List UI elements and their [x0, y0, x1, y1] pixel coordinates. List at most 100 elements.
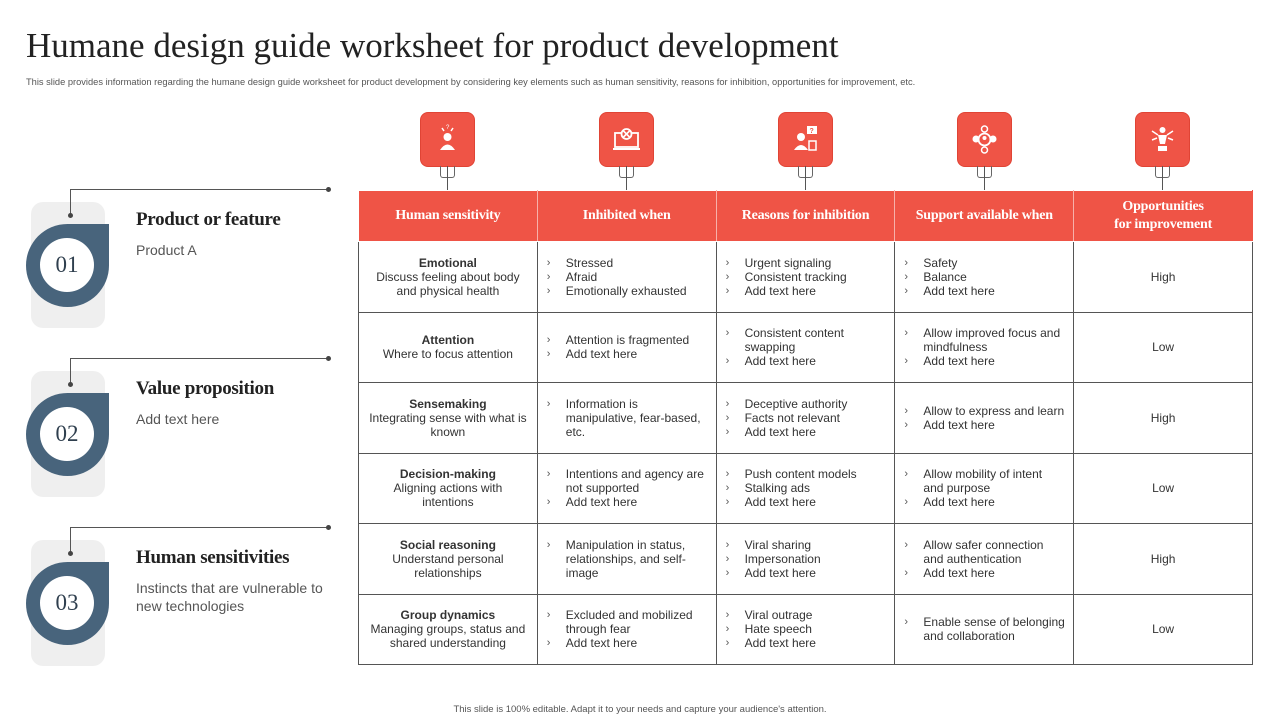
- sensitivity-description: Integrating sense with what is known: [369, 410, 527, 439]
- number-badge: 03: [26, 562, 109, 645]
- list-item-text: Attention is fragmented: [565, 333, 690, 348]
- chevron-right-icon: ›: [546, 256, 551, 269]
- chevron-right-icon: ›: [904, 496, 909, 509]
- sensitivity-cell: Decision-making Aligning actions with int…: [358, 452, 538, 524]
- chevron-right-icon: ›: [725, 623, 730, 636]
- badge-number: 01: [40, 238, 94, 292]
- list-item: › Deceptive authority: [725, 397, 887, 411]
- list-item-text: Impersonation: [744, 551, 821, 566]
- header-human-sensitivity: Human sensitivity: [358, 190, 538, 242]
- chevron-right-icon: ›: [725, 609, 730, 622]
- list-item-text: Balance: [923, 269, 967, 284]
- list-item-text: Hate speech: [744, 622, 812, 637]
- list-item: › Allow safer connection and authenticati…: [903, 538, 1065, 566]
- opportunity-cell: High: [1073, 382, 1253, 454]
- chevron-right-icon: ›: [725, 538, 730, 551]
- list-item-text: Urgent signaling: [744, 255, 832, 270]
- connector-line: [805, 166, 806, 199]
- opportunity-cell: High: [1073, 241, 1253, 313]
- chevron-right-icon: ›: [904, 468, 909, 481]
- chevron-right-icon: ›: [725, 397, 730, 410]
- sensitivity-description: Discuss feeling about body and physical …: [376, 269, 520, 298]
- list-item-text: Add text here: [565, 347, 638, 362]
- list-item-text: Intentions and agency are not supported: [565, 467, 704, 496]
- connector-line: [447, 166, 448, 199]
- list-item-text: Allow safer connection and authenticatio…: [923, 537, 1044, 566]
- support-cell: › Enable sense of belonging and collabora…: [894, 593, 1075, 665]
- monitor-blocked-icon: [600, 113, 653, 166]
- inhibited-cell: › Attention is fragmented › Add text here: [536, 311, 717, 383]
- list-item: › Impersonation: [725, 552, 887, 566]
- sensitivity-title: Sensemaking: [409, 396, 487, 411]
- chevron-right-icon: ›: [725, 468, 730, 481]
- list-item-text: Consistent tracking: [744, 269, 847, 284]
- reasons-cell: › Viral sharing › Impersonation › Add text he…: [715, 523, 896, 595]
- table-row: Emotional Discuss feeling about body and …: [358, 241, 1253, 313]
- list-item-text: Manipulation in status, relationships, a…: [565, 537, 686, 580]
- chevron-right-icon: ›: [546, 609, 551, 622]
- chevron-right-icon: ›: [725, 637, 730, 650]
- header-opportunities: Opportunities for improvement: [1073, 190, 1253, 242]
- list-item: › Add text here: [903, 566, 1065, 580]
- slide-footer: This slide is 100% editable. Adapt it to…: [453, 704, 827, 715]
- chevron-right-icon: ›: [546, 270, 551, 283]
- person-question-icon: ?: [779, 113, 832, 166]
- list-item: › Attention is fragmented: [546, 333, 708, 347]
- header-reasons-for-inhibition: Reasons for inhibition: [715, 190, 896, 242]
- list-item: › Add text here: [725, 495, 887, 509]
- opportunity-cell: Low: [1073, 593, 1253, 665]
- chevron-right-icon: ›: [546, 397, 551, 410]
- connector-line: [70, 358, 71, 384]
- list-item-text: Emotionally exhausted: [565, 283, 687, 298]
- chevron-right-icon: ›: [725, 270, 730, 283]
- sensitivity-cell: Attention Where to focus attention: [358, 311, 538, 383]
- sensitivity-title: Decision-making: [399, 467, 496, 482]
- list-item-text: Add text here: [744, 495, 816, 510]
- list-item: › Push content models: [725, 467, 887, 481]
- person-trophy-icon: [1136, 113, 1189, 166]
- inhibited-cell: › Manipulation in status, relationships, …: [536, 523, 717, 595]
- connector-line: [70, 527, 71, 553]
- chevron-right-icon: ›: [725, 327, 730, 340]
- inhibited-cell: › Intentions and agency are not supported…: [536, 452, 717, 524]
- table-row: Sensemaking Integrating sense with what i…: [358, 382, 1253, 454]
- list-item-text: Safety: [923, 255, 958, 270]
- connector-dot: [326, 525, 331, 530]
- list-item-text: Viral sharing: [744, 537, 812, 552]
- list-item-text: Allow to express and learn: [923, 403, 1065, 418]
- list-item: › Add text here: [903, 354, 1065, 368]
- list-item: › Manipulation in status, relationships, …: [546, 538, 708, 580]
- list-item-text: Allow mobility of intent and purpose: [923, 467, 1043, 496]
- reasons-cell: › Viral outrage › Hate speech › Add text here: [715, 593, 896, 665]
- support-cell: › Safety › Balance › Add text here: [894, 241, 1075, 313]
- list-item: › Allow improved focus and mindfulness: [903, 326, 1065, 354]
- sensitivity-description: Aligning actions with intentions: [393, 481, 503, 510]
- sensitivity-description: Where to focus attention: [382, 347, 513, 362]
- connector-line: [70, 189, 71, 215]
- connector-line: [626, 166, 627, 199]
- list-item-text: Deceptive authority: [744, 396, 848, 411]
- list-item: › Information is manipulative, fear-based…: [546, 397, 708, 439]
- list-item: › Add text here: [903, 495, 1065, 509]
- list-item: › Facts not relevant: [725, 411, 887, 425]
- chevron-right-icon: ›: [546, 538, 551, 551]
- connector-line: [1162, 166, 1163, 199]
- item-title: Product or feature: [136, 209, 281, 230]
- slide-subtitle: This slide provides information regardin…: [26, 77, 916, 87]
- table-row: Decision-making Aligning actions with int…: [358, 452, 1253, 524]
- list-item-text: Add text here: [923, 417, 995, 432]
- sensitivity-cell: Sensemaking Integrating sense with what i…: [358, 382, 538, 454]
- list-item: › Add text here: [725, 425, 887, 439]
- chevron-right-icon: ›: [904, 355, 909, 368]
- list-item: › Stalking ads: [725, 481, 887, 495]
- inhibited-cell: › Excluded and mobilized through fear › Add…: [536, 593, 717, 665]
- chevron-right-icon: ›: [904, 284, 909, 297]
- svg-text:?: ?: [810, 128, 814, 135]
- connector-line: [70, 527, 329, 528]
- chevron-right-icon: ›: [904, 327, 909, 340]
- opportunity-cell: Low: [1073, 452, 1253, 524]
- chevron-right-icon: ›: [546, 468, 551, 481]
- chevron-right-icon: ›: [725, 411, 730, 424]
- item-description: Instincts that are vulnerable to new tec…: [136, 580, 323, 614]
- sensitivity-title: Attention: [421, 333, 475, 348]
